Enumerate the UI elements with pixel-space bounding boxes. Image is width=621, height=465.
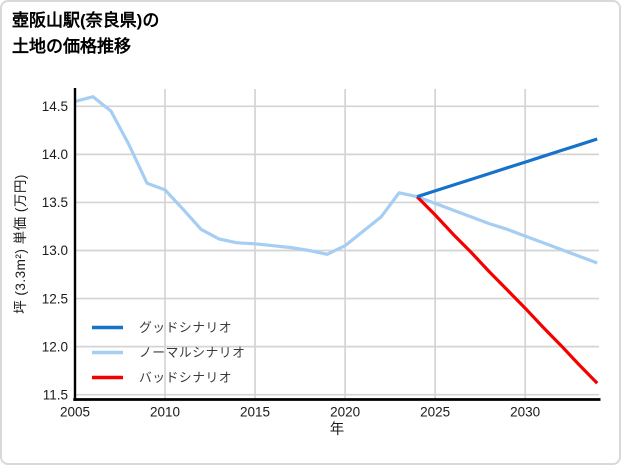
legend-label-good-scenario: グッドシナリオ [139,320,232,335]
chart-title-line1: 壺阪山駅(奈良県)の [12,11,160,30]
y-tick-label: 12.0 [42,339,68,354]
x-tick-label: 2020 [330,405,360,420]
x-tick-label: 2025 [420,405,450,420]
y-tick-label: 12.5 [42,291,68,306]
legend-label-bad-scenario: バッドシナリオ [139,370,232,385]
x-tick-label: 2005 [60,405,90,420]
y-tick-label: 14.5 [42,99,68,114]
x-tick-label: 2015 [240,405,270,420]
x-axis-label: 年 [329,422,345,438]
y-tick-label: 14.0 [42,147,68,162]
y-axis-label: 坪 (3.3m²) 単価 (万円) [13,174,28,314]
series-line-bad-scenario [415,195,599,385]
chart-title-line2: 土地の価格推移 [12,37,131,56]
chart-title: 壺阪山駅(奈良県)の 土地の価格推移 [12,8,159,60]
y-tick-label: 13.5 [42,195,68,210]
x-tick-label: 2010 [150,405,180,420]
legend-label-normal-scenario: ノーマルシナリオ [139,345,245,360]
y-tick-label: 13.0 [42,243,68,258]
x-tick-label: 2030 [510,405,540,420]
series-line-good-scenario [416,137,598,199]
series-line-normal-scenario [74,95,598,265]
y-tick-label: 11.5 [43,387,68,402]
